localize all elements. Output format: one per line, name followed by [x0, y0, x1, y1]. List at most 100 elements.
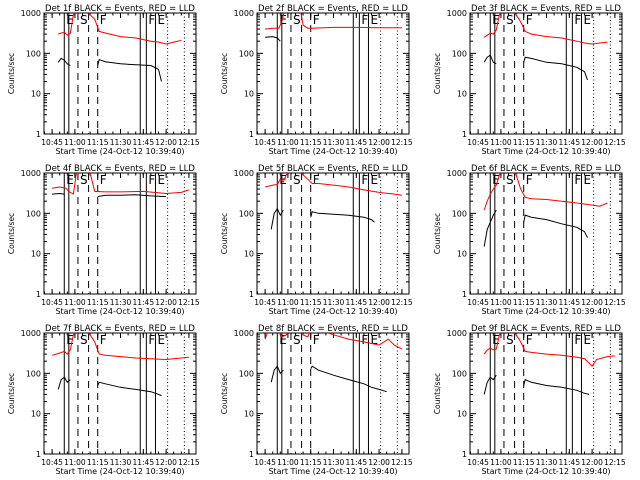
phase-marker-label: F — [100, 13, 107, 27]
y-tick-label: 1000 — [234, 169, 254, 178]
y-tick-label: 100 — [452, 49, 467, 58]
phase-marker-label: E — [157, 13, 165, 27]
y-tick-label: 100 — [239, 209, 254, 218]
y-tick-label: 1000 — [21, 329, 41, 338]
y-tick-label: 1 — [462, 290, 467, 299]
y-tick-label: 10 — [457, 410, 467, 419]
plot-frame — [256, 332, 410, 455]
plot-frame — [256, 172, 410, 295]
phase-marker-label: S — [80, 13, 88, 27]
phase-marker-label: F — [574, 173, 581, 187]
x-tick-label: 10:45 — [467, 298, 489, 307]
phase-marker-label: F — [313, 13, 320, 27]
y-tick-label: 1000 — [21, 169, 41, 178]
phase-marker-label: F — [148, 173, 155, 187]
phase-marker-label: E — [583, 173, 591, 187]
phase-marker-label: F — [313, 173, 320, 187]
x-tick-label: 11:30 — [110, 458, 132, 467]
x-tick-label: 11:30 — [323, 138, 345, 147]
x-tick-label: 11:15 — [300, 298, 322, 307]
plot-frame — [43, 172, 197, 295]
x-tick-label: 11:45 — [558, 458, 580, 467]
phase-marker-label: E — [492, 13, 500, 27]
phase-marker-label: F — [526, 173, 533, 187]
x-tick-label: 11:15 — [513, 138, 535, 147]
panel-det-5: 1 10 100 1000 10:45 11:00 11:15 11:30 11:45 12:00… — [220, 164, 413, 316]
y-tick-label: 100 — [26, 369, 41, 378]
y-tick-label: 1 — [36, 290, 41, 299]
y-tick-label: 100 — [452, 209, 467, 218]
series-line-lld — [483, 173, 608, 211]
x-tick-label: 11:00 — [277, 138, 299, 147]
x-tick-label: 11:45 — [132, 458, 154, 467]
x-tick-label: 11:00 — [490, 138, 512, 147]
phase-marker-label: S — [80, 333, 88, 347]
y-tick-label: 10 — [457, 250, 467, 259]
x-tick-label: 11:00 — [277, 458, 299, 467]
panel-title: Det 2f BLACK = Events, RED = LLD — [258, 4, 408, 14]
panel-title: Det 3f BLACK = Events, RED = LLD — [471, 4, 621, 14]
x-axis-label: Start Time (24-Oct-12 10:39:40) — [481, 467, 610, 476]
plot-frame — [43, 332, 197, 455]
x-tick-label: 12:00 — [155, 138, 177, 147]
phase-marker-label: E — [66, 13, 74, 27]
phase-marker-label: E — [66, 333, 74, 347]
y-tick-label: 100 — [452, 369, 467, 378]
x-tick-label: 11:30 — [110, 298, 132, 307]
series-line-lld — [264, 333, 403, 350]
phase-marker-label: E — [66, 173, 74, 187]
x-axis-label: Start Time (24-Oct-12 10:39:40) — [268, 307, 397, 316]
x-tick-label: 12:00 — [581, 138, 603, 147]
phase-marker-label: S — [506, 333, 514, 347]
phase-marker-label: F — [313, 333, 320, 347]
y-axis-label: Counts/sec — [7, 213, 16, 254]
x-tick-label: 12:15 — [178, 298, 200, 307]
x-tick-label: 11:15 — [300, 138, 322, 147]
x-tick-label: 11:30 — [323, 458, 345, 467]
y-axis-label: Counts/sec — [220, 213, 229, 254]
y-tick-label: 10 — [244, 250, 254, 259]
x-tick-label: 11:15 — [87, 458, 109, 467]
series-line-lld — [58, 13, 182, 45]
series-line-events — [483, 209, 588, 247]
phase-marker-label: E — [583, 13, 591, 27]
series-line-events — [483, 374, 590, 395]
y-tick-label: 1000 — [21, 9, 41, 18]
y-tick-label: 10 — [31, 250, 41, 259]
series-line-events — [52, 192, 167, 198]
y-tick-label: 10 — [31, 90, 41, 99]
series-line-lld — [483, 333, 615, 367]
panel-title: Det 7f BLACK = Events, RED = LLD — [45, 324, 195, 334]
y-axis-label: Counts/sec — [7, 373, 16, 414]
x-axis-label: Start Time (24-Oct-12 10:39:40) — [55, 307, 184, 316]
x-tick-label: 12:15 — [391, 298, 413, 307]
x-tick-label: 11:45 — [345, 298, 367, 307]
y-axis-label: Counts/sec — [220, 53, 229, 94]
phase-marker-label: F — [526, 13, 533, 27]
panel-det-9: 1 10 100 1000 10:45 11:00 11:15 11:30 11:45 12:00… — [433, 324, 626, 476]
x-tick-label: 11:45 — [558, 298, 580, 307]
series-line-events — [270, 365, 387, 393]
x-tick-label: 12:15 — [391, 138, 413, 147]
y-axis-label: Counts/sec — [433, 213, 442, 254]
phase-marker-label: F — [100, 173, 107, 187]
y-tick-label: 1000 — [447, 9, 467, 18]
x-axis-label: Start Time (24-Oct-12 10:39:40) — [55, 467, 184, 476]
series-line-events — [483, 54, 588, 81]
x-tick-label: 11:45 — [558, 138, 580, 147]
phase-marker-label: E — [492, 333, 500, 347]
phase-marker-label: E — [157, 333, 165, 347]
series-line-lld — [51, 333, 189, 361]
series-line-lld — [265, 13, 402, 30]
x-tick-label: 12:15 — [604, 138, 626, 147]
x-tick-label: 11:15 — [513, 458, 535, 467]
x-tick-label: 12:00 — [581, 298, 603, 307]
series-line-events — [57, 376, 162, 397]
panel-det-7: 1 10 100 1000 10:45 11:00 11:15 11:30 11:45 12:00… — [7, 324, 200, 476]
series-line-lld — [264, 173, 402, 196]
phase-marker-label: E — [279, 173, 287, 187]
x-tick-label: 12:15 — [178, 458, 200, 467]
y-tick-label: 10 — [31, 410, 41, 419]
y-tick-label: 100 — [239, 49, 254, 58]
